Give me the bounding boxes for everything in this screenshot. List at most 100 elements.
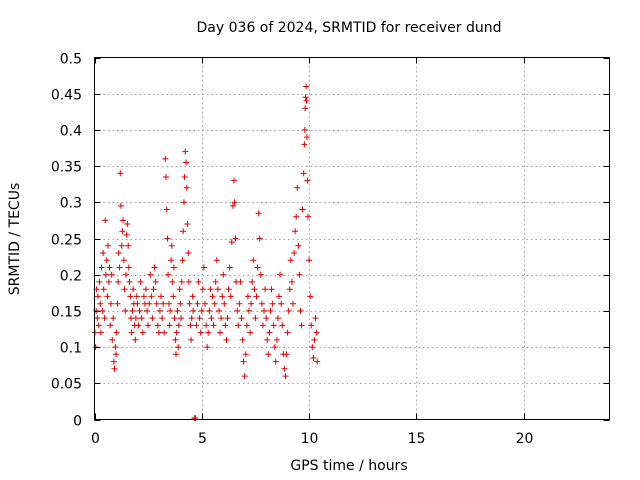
data-point (288, 278, 295, 285)
data-point (166, 322, 173, 329)
data-point (261, 307, 267, 314)
data-point (126, 278, 133, 285)
data-point (197, 329, 204, 336)
data-point (212, 278, 219, 285)
data-point (98, 264, 105, 271)
data-point (301, 141, 308, 148)
data-point (172, 336, 179, 343)
data-point (253, 293, 260, 300)
data-point (311, 336, 318, 343)
data-point (268, 286, 275, 293)
data-point (235, 322, 242, 329)
plot-frame (94, 57, 610, 420)
y-tick-label: 0.45 (51, 88, 82, 104)
data-point (154, 322, 161, 329)
data-point (237, 278, 244, 285)
data-point (290, 300, 296, 307)
data-point (139, 329, 146, 336)
data-point (94, 315, 101, 322)
data-point (173, 329, 180, 336)
y-tick-label: 0.2 (60, 269, 82, 285)
data-point (227, 293, 234, 300)
data-point (121, 286, 128, 293)
data-point (303, 97, 310, 104)
data-point (224, 315, 231, 322)
x-tick-label: 0 (91, 431, 100, 447)
y-tick-label: 0 (73, 414, 82, 430)
y-tick-label: 0.05 (51, 377, 82, 393)
data-point (254, 264, 261, 271)
data-point (209, 293, 216, 300)
x-tick-label: 20 (516, 431, 534, 447)
data-point (113, 329, 120, 336)
data-point (120, 217, 126, 224)
data-point (103, 257, 110, 264)
grid-layer (94, 57, 610, 420)
data-point (183, 159, 190, 166)
data-point (256, 235, 263, 242)
data-point (110, 315, 117, 322)
data-point (151, 264, 158, 271)
data-point (244, 293, 251, 300)
data-point (278, 300, 285, 307)
data-point (122, 307, 129, 314)
data-point (219, 293, 226, 300)
data-point (165, 271, 172, 278)
data-point (179, 257, 186, 264)
data-point (222, 322, 229, 329)
data-point (229, 202, 236, 209)
data-point (228, 239, 235, 246)
data-point (200, 264, 207, 271)
data-point (108, 300, 114, 307)
data-point (107, 322, 114, 329)
data-point (189, 293, 196, 300)
data-point (182, 148, 189, 155)
data-point (171, 315, 178, 322)
data-point (102, 217, 109, 224)
data-point (181, 199, 187, 206)
data-point (149, 315, 156, 322)
data-point (105, 242, 111, 249)
data-point (293, 213, 300, 220)
data-point (108, 271, 115, 278)
data-point (115, 278, 122, 285)
data-points-layer (91, 83, 321, 422)
data-point (113, 351, 119, 358)
data-point (283, 351, 290, 358)
data-point (301, 126, 308, 133)
chart-title: Day 036 of 2024, SRMTID for receiver dun… (197, 20, 502, 36)
data-point (135, 322, 142, 329)
data-point (185, 250, 192, 256)
data-point (146, 300, 153, 307)
data-point (267, 307, 274, 314)
data-point (241, 373, 248, 380)
data-point (271, 344, 278, 351)
data-point (96, 278, 103, 285)
data-point (123, 271, 129, 278)
data-point (307, 293, 314, 300)
data-point (132, 315, 139, 322)
y-tick-label: 0.1 (60, 341, 82, 357)
data-point (156, 307, 163, 314)
data-point (188, 336, 195, 343)
data-point (155, 329, 162, 336)
data-point (220, 271, 227, 278)
data-point (175, 344, 182, 351)
data-point (248, 300, 255, 307)
tick-labels-layer: 0 5 10 15 20 0 0.05 0.1 0.15 0.2 0.25 0.3 0.35 0.4 0.4… (51, 52, 534, 448)
data-point (236, 300, 243, 307)
data-point (117, 202, 124, 209)
data-point (232, 235, 239, 242)
data-point (192, 415, 199, 422)
data-point (216, 307, 222, 314)
data-point (265, 351, 272, 358)
data-point (136, 307, 143, 314)
data-point (147, 271, 154, 278)
data-point (162, 155, 169, 162)
data-point (286, 286, 293, 293)
data-point (152, 278, 159, 285)
data-point (296, 271, 303, 278)
data-point (124, 221, 131, 227)
data-point (178, 278, 185, 285)
x-tick-label: 10 (301, 431, 319, 447)
